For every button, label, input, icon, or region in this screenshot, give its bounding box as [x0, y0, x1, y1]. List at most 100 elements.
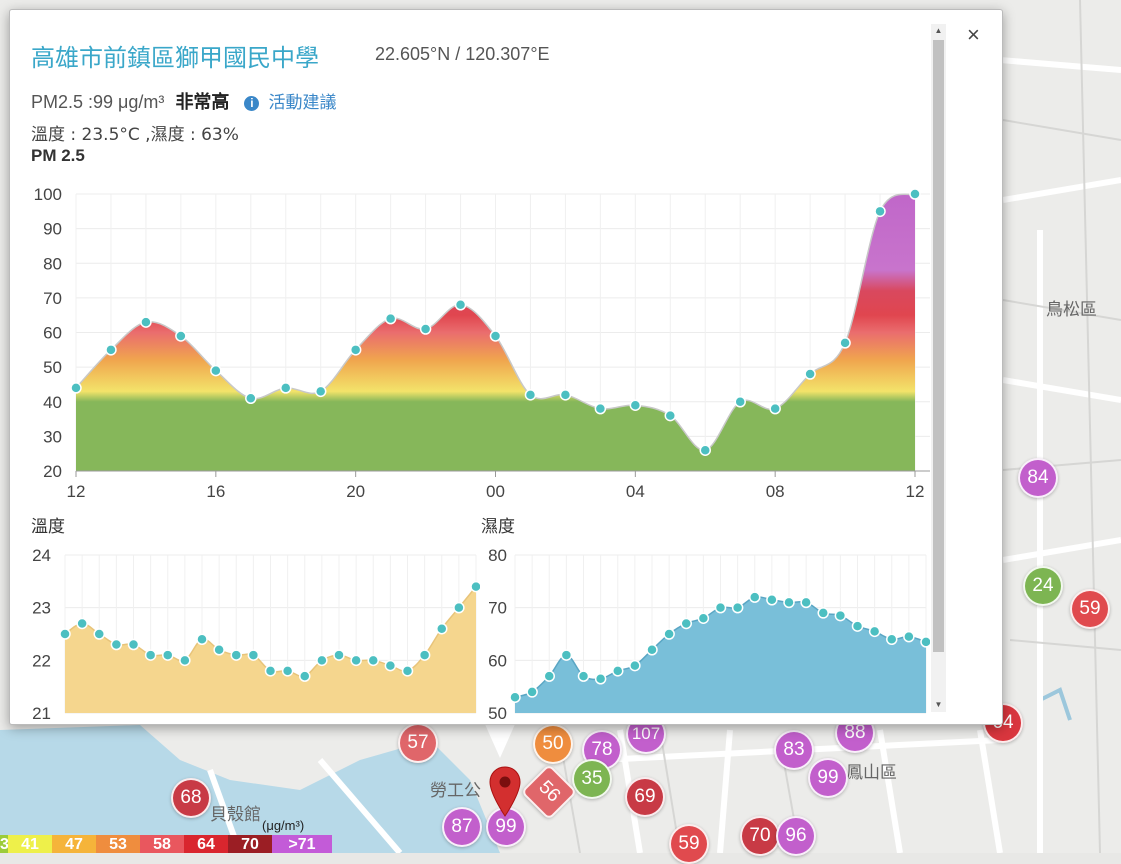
- activity-advice-link[interactable]: 活動建議: [268, 93, 337, 113]
- data-point: [210, 364, 222, 377]
- y-tick-label: 90: [43, 220, 62, 239]
- data-point: [664, 409, 677, 422]
- pm25-chart-title: PM 2.5: [31, 146, 85, 165]
- map-station-marker[interactable]: 69: [625, 777, 665, 817]
- temperature-chart: 21 22 23 24: [32, 546, 480, 723]
- location-pin-icon[interactable]: [488, 766, 522, 818]
- y-tick-label: 50: [43, 358, 62, 377]
- y-tick-label: 80: [488, 546, 507, 565]
- y-tick-label: 70: [488, 599, 507, 618]
- map-station-marker[interactable]: 70: [740, 816, 780, 856]
- map-place-label: 鳳山區: [846, 763, 897, 783]
- map-station-marker[interactable]: 35: [572, 759, 612, 799]
- pm25-reading: PM2.5 :99 μg/m³: [31, 92, 165, 112]
- x-tick-label: 08: [766, 482, 785, 501]
- x-tick-label: 12: [906, 482, 925, 501]
- scrollbar-thumb[interactable]: [933, 40, 944, 652]
- map-station-marker[interactable]: 57: [398, 723, 438, 763]
- map-station-marker[interactable]: 83: [774, 730, 814, 770]
- map-station-marker[interactable]: 96: [776, 816, 816, 856]
- data-point: [419, 323, 432, 335]
- data-point: [839, 337, 851, 349]
- data-point: [646, 644, 658, 656]
- data-point: [280, 382, 292, 394]
- data-point: [384, 659, 397, 672]
- data-point: [612, 665, 624, 677]
- data-point: [230, 649, 242, 661]
- data-point: [436, 622, 448, 635]
- pm25-color-legend: 35 41 47 53 58 64 70 >71: [0, 835, 332, 853]
- pm25-reading-row: PM2.5 :99 μg/m³ 非常高 i 活動建議: [31, 88, 336, 114]
- y-tick-label: 23: [32, 599, 51, 618]
- data-point: [526, 686, 538, 698]
- map-station-marker[interactable]: 50: [533, 724, 573, 764]
- data-point: [509, 691, 521, 703]
- weather-reading: 溫度 : 23.5°C ,濕度 : 63%: [31, 125, 239, 145]
- data-point: [367, 654, 379, 667]
- data-point: [76, 617, 88, 630]
- map-station-marker[interactable]: 87: [442, 807, 482, 847]
- map-place-label: 勞工公: [430, 781, 481, 801]
- data-point: [70, 382, 82, 394]
- data-point: [247, 649, 260, 661]
- data-point: [594, 402, 607, 415]
- x-tick-label: 04: [626, 482, 645, 501]
- data-point: [314, 385, 327, 398]
- data-point: [162, 649, 174, 661]
- data-point: [734, 396, 746, 408]
- map-station-marker[interactable]: 84: [1018, 458, 1058, 498]
- series-area: [76, 194, 915, 471]
- close-icon[interactable]: ×: [967, 22, 980, 47]
- popup-pointer: [484, 722, 516, 758]
- map-place-label: 貝殼館: [210, 805, 261, 825]
- data-point: [749, 591, 761, 603]
- humidity-chart: 50 60 70 80: [488, 546, 930, 723]
- data-point: [851, 620, 864, 632]
- scroll-up-arrow-icon[interactable]: ▲: [934, 26, 943, 35]
- scroll-down-arrow-icon[interactable]: ▼: [934, 700, 943, 709]
- data-point: [454, 299, 467, 311]
- y-tick-label: 50: [488, 704, 507, 723]
- data-point: [110, 638, 123, 651]
- data-point: [489, 330, 502, 342]
- data-point: [349, 344, 362, 356]
- legend-swatch: 47: [52, 835, 96, 853]
- legend-unit-label: (μg/m³): [262, 818, 305, 833]
- legend-swatch: >71: [272, 835, 332, 853]
- data-point: [299, 670, 311, 682]
- data-point: [629, 659, 641, 672]
- y-tick-label: 60: [43, 324, 62, 343]
- map-station-marker[interactable]: 99: [808, 758, 848, 798]
- data-point: [196, 633, 208, 646]
- temperature-chart-title: 溫度: [31, 517, 65, 537]
- data-point: [874, 205, 886, 218]
- data-point: [543, 670, 555, 682]
- data-point: [909, 188, 921, 200]
- map-station-marker[interactable]: 59: [669, 824, 709, 864]
- map-station-marker[interactable]: 59: [1070, 589, 1110, 629]
- data-point: [783, 596, 795, 609]
- data-point: [470, 580, 480, 593]
- humidity-chart-title: 濕度: [481, 517, 515, 537]
- data-point: [245, 392, 257, 405]
- data-point: [800, 596, 812, 609]
- data-point: [886, 633, 898, 646]
- x-tick-label: 12: [67, 482, 86, 501]
- data-point: [714, 601, 727, 614]
- data-point: [127, 638, 140, 651]
- x-tick-label: 20: [346, 482, 365, 501]
- data-point: [817, 607, 829, 619]
- data-point: [697, 612, 710, 624]
- data-point: [903, 630, 915, 643]
- y-tick-label: 100: [34, 185, 62, 204]
- map-station-marker[interactable]: 68: [171, 778, 211, 818]
- y-tick-label: 21: [32, 704, 51, 723]
- map-station-marker[interactable]: 24: [1023, 566, 1063, 606]
- popup-scrollbar[interactable]: ▲ ▼: [931, 24, 946, 712]
- y-tick-label: 24: [32, 546, 51, 565]
- info-circle-icon[interactable]: i: [244, 96, 260, 111]
- pm25-level: 非常高: [175, 92, 230, 113]
- series-area: [515, 596, 926, 713]
- data-point: [834, 609, 847, 622]
- station-popup: × 高雄市前鎮區獅甲國民中學 22.605°N / 120.307°E PM2.…: [9, 9, 1003, 725]
